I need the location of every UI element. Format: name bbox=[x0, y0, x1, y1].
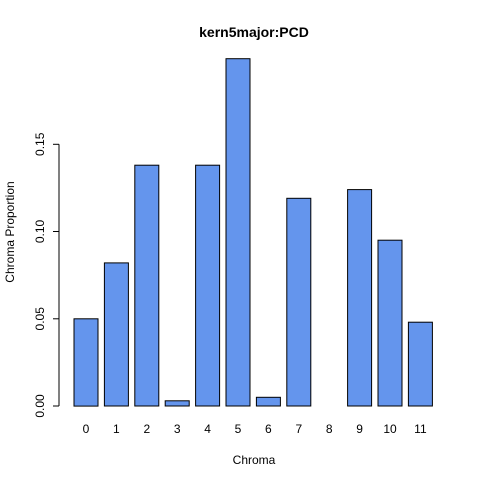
y-tick-label-0.15: 0.15 bbox=[33, 132, 47, 156]
y-tick-label-0.00: 0.00 bbox=[33, 394, 47, 418]
bar-chroma-9 bbox=[347, 189, 373, 407]
bar-chroma-11 bbox=[407, 321, 433, 407]
x-axis: 0 1 2 3 4 5 6 7 8 9 10 11 bbox=[83, 422, 427, 436]
y-axis-label: Chroma Proportion bbox=[3, 181, 17, 282]
bar-chroma-7 bbox=[286, 197, 312, 407]
y-tick-label-0.05: 0.05 bbox=[33, 307, 47, 331]
x-tick-label-3: 3 bbox=[174, 422, 181, 436]
x-tick-label-1: 1 bbox=[113, 422, 120, 436]
bars-group bbox=[73, 58, 433, 407]
bar-chroma-4 bbox=[195, 164, 221, 407]
bar-chroma-1 bbox=[103, 262, 129, 407]
bar-chroma-3 bbox=[164, 400, 190, 407]
x-tick-label-4: 4 bbox=[204, 422, 211, 436]
x-axis-label: Chroma bbox=[233, 453, 276, 467]
x-tick-label-2: 2 bbox=[143, 422, 150, 436]
x-tick-label-0: 0 bbox=[83, 422, 90, 436]
y-tick-label-0.10: 0.10 bbox=[33, 219, 47, 243]
x-tick-label-5: 5 bbox=[235, 422, 242, 436]
x-tick-label-10: 10 bbox=[383, 422, 397, 436]
bar-chroma-5 bbox=[225, 58, 251, 407]
x-tick-label-7: 7 bbox=[295, 422, 302, 436]
x-tick-label-9: 9 bbox=[356, 422, 363, 436]
bar-chroma-10 bbox=[377, 239, 403, 407]
x-tick-label-11: 11 bbox=[414, 422, 427, 436]
y-axis: 0.00 0.05 0.10 0.15 bbox=[33, 132, 60, 418]
chart-title: kern5major:PCD bbox=[199, 24, 309, 40]
bar-chroma-6 bbox=[255, 396, 281, 407]
bar-chroma-0 bbox=[73, 318, 99, 407]
x-tick-label-6: 6 bbox=[265, 422, 272, 436]
bar-chroma-2 bbox=[134, 164, 160, 407]
x-tick-label-8: 8 bbox=[326, 422, 333, 436]
